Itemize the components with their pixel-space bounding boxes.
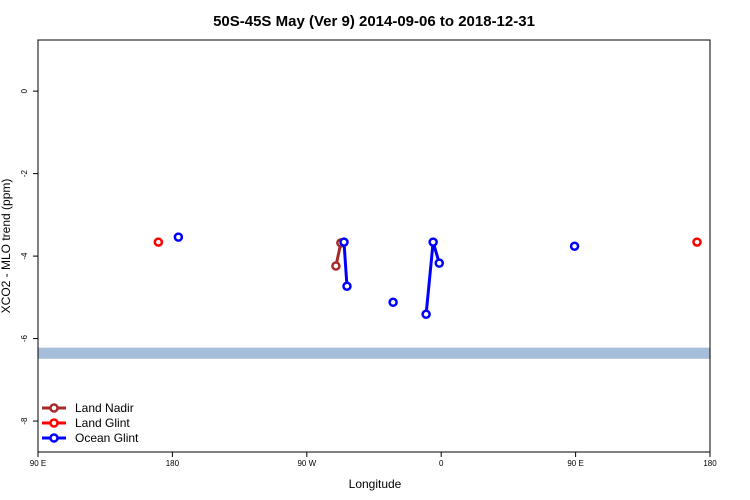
y-tick-label: -4 (20, 252, 29, 260)
point (388, 297, 398, 308)
y-tick-label: -6 (20, 334, 29, 342)
point (342, 281, 352, 291)
x-tick-label: 0 (439, 459, 444, 468)
legend-marker (49, 433, 59, 443)
legend-label: Land Glint (75, 416, 130, 430)
x-tick-label: 180 (166, 459, 180, 468)
y-axis-label: XCO2 - MLO trend (ppm) (0, 179, 13, 314)
point (331, 261, 341, 271)
x-tick-label: 90 W (297, 459, 316, 468)
point (569, 241, 580, 251)
y-tick-label: 0 (20, 88, 29, 93)
point (692, 237, 702, 247)
y-tick-label: -8 (20, 417, 29, 425)
point (421, 309, 431, 320)
x-axis-label: Longitude (349, 477, 402, 491)
x-tick-label: 180 (703, 459, 717, 468)
y-tick-label: -2 (20, 170, 29, 178)
x-tick-label: 90 E (30, 459, 46, 468)
legend-label: Land Nadir (75, 401, 134, 415)
legend-marker (49, 418, 59, 428)
plot-frame (37, 39, 711, 453)
legend-label: Ocean Glint (75, 431, 139, 445)
point (434, 258, 445, 268)
x-tick-label: 90 E (567, 459, 583, 468)
point (153, 237, 164, 247)
chart-title: 50S-45S May (Ver 9) 2014-09-06 to 2018-1… (213, 13, 535, 30)
point (173, 232, 184, 242)
point (339, 237, 349, 247)
band (38, 347, 710, 359)
legend-marker (49, 403, 59, 413)
point (428, 237, 438, 247)
series-line (344, 242, 575, 314)
